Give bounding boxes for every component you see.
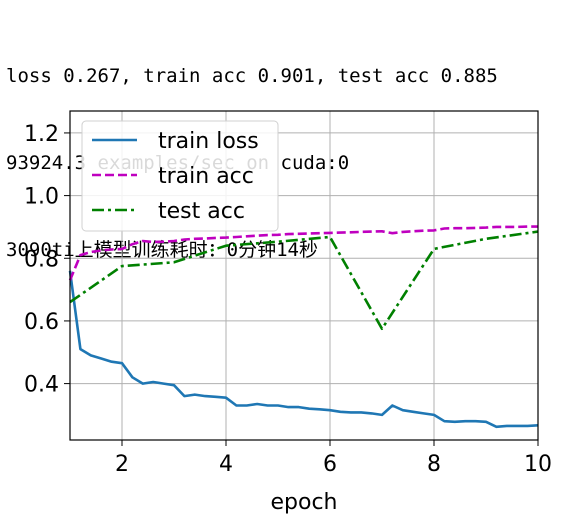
y-tick-label: 0.8 <box>24 247 59 272</box>
legend: train loss train acc test acc <box>81 120 279 232</box>
series-lines <box>68 225 539 429</box>
x-tick-label: 10 <box>524 452 552 477</box>
console-line-metrics: loss 0.267, train acc 0.901, test acc 0.… <box>6 65 498 87</box>
series-line-test-acc <box>69 230 539 331</box>
y-tick-label: 0.6 <box>24 310 59 335</box>
legend-label: test acc <box>158 199 245 224</box>
axis-ticks: 2 4 6 8 10 0.4 0.6 0.8 1.0 1.2 <box>24 122 552 477</box>
x-axis-label: epoch <box>271 490 338 515</box>
x-tick-label: 2 <box>115 452 129 477</box>
x-tick-label: 4 <box>219 452 233 477</box>
series-line-train-loss <box>68 270 539 429</box>
x-tick-label: 6 <box>323 452 337 477</box>
y-tick-label: 1.0 <box>24 185 59 210</box>
y-tick-label: 0.4 <box>24 373 59 398</box>
x-tick-label: 8 <box>427 452 441 477</box>
console-line-training-time: 3090ti上模型训练耗时：0分钟14秒 <box>6 239 318 261</box>
legend-box <box>81 120 279 232</box>
y-tick-label: 1.2 <box>24 122 59 147</box>
plot-frame <box>69 110 539 441</box>
legend-label: train loss <box>158 129 259 154</box>
series-line-train-acc <box>68 225 538 281</box>
legend-label: train acc <box>158 164 254 189</box>
